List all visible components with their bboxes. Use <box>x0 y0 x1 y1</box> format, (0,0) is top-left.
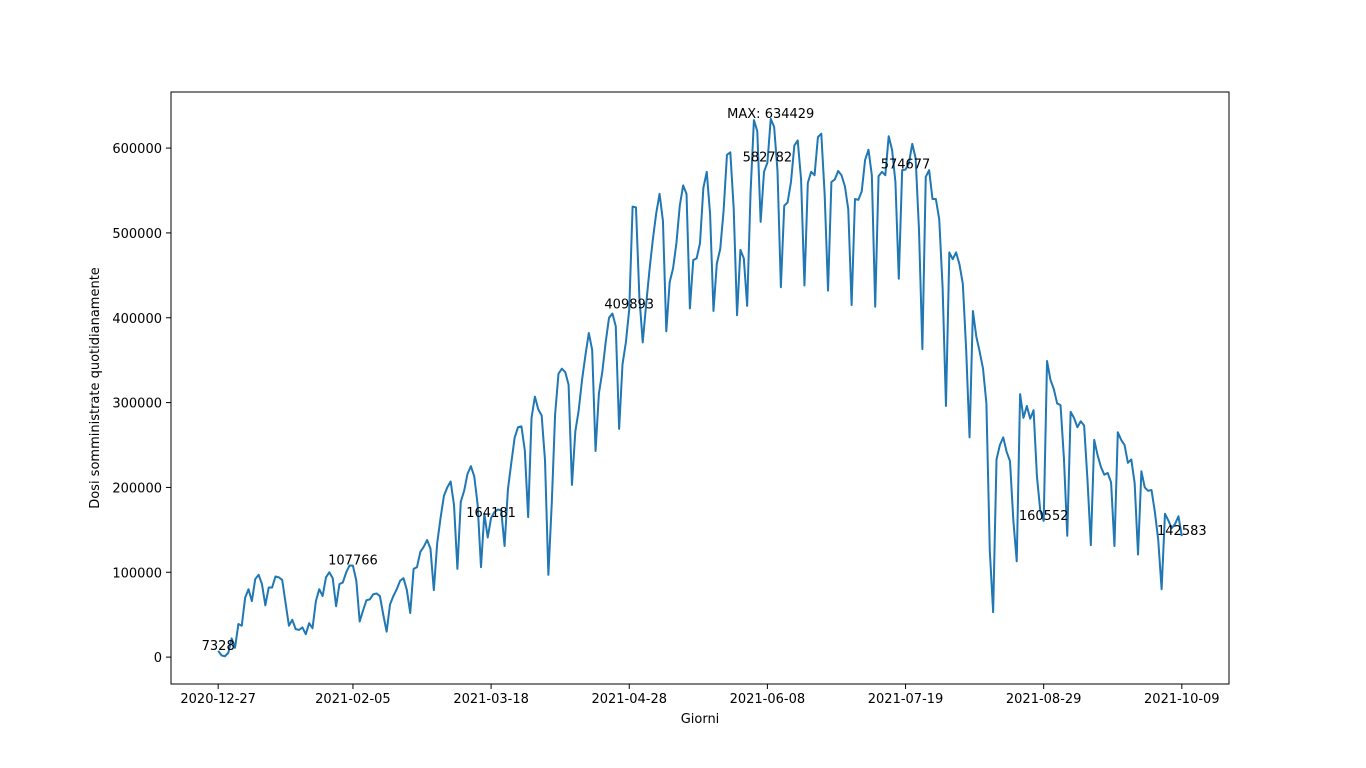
annotation: 160552 <box>1019 509 1069 524</box>
plot-frame <box>170 91 1230 685</box>
y-tick-label: 300000 <box>112 397 162 412</box>
x-tick-label: 2021-06-08 <box>730 692 806 707</box>
annotation: 574677 <box>881 158 931 173</box>
x-tick-label: 2021-03-18 <box>453 692 529 707</box>
annotation: 7328 <box>202 639 235 654</box>
x-tick-label: 2021-10-09 <box>1144 692 1220 707</box>
y-tick-label: 0 <box>154 651 162 666</box>
max-annotation: MAX: 634429 <box>727 107 814 122</box>
y-tick-label: 600000 <box>112 142 162 157</box>
x-tick-label: 2021-07-19 <box>868 692 944 707</box>
y-tick-label: 400000 <box>112 312 162 327</box>
y-axis-label: Dosi somministrate quotidianamente <box>88 267 103 509</box>
x-axis-label: Giorni <box>681 712 720 727</box>
y-tick-label: 100000 <box>112 566 162 581</box>
annotation: 582782 <box>743 151 793 166</box>
x-tick-label: 2021-02-05 <box>315 692 391 707</box>
y-tick-label: 200000 <box>112 481 162 496</box>
line-series <box>217 117 1183 658</box>
annotation: 409893 <box>604 297 654 312</box>
y-tick-label: 500000 <box>112 227 162 242</box>
annotation: 142583 <box>1157 524 1207 539</box>
x-tick-label: 2021-04-28 <box>591 692 667 707</box>
annotation: 107766 <box>328 554 378 569</box>
x-tick-label: 2021-08-29 <box>1006 692 1082 707</box>
annotation: 164181 <box>466 506 516 521</box>
x-tick-label: 2020-12-27 <box>180 692 256 707</box>
